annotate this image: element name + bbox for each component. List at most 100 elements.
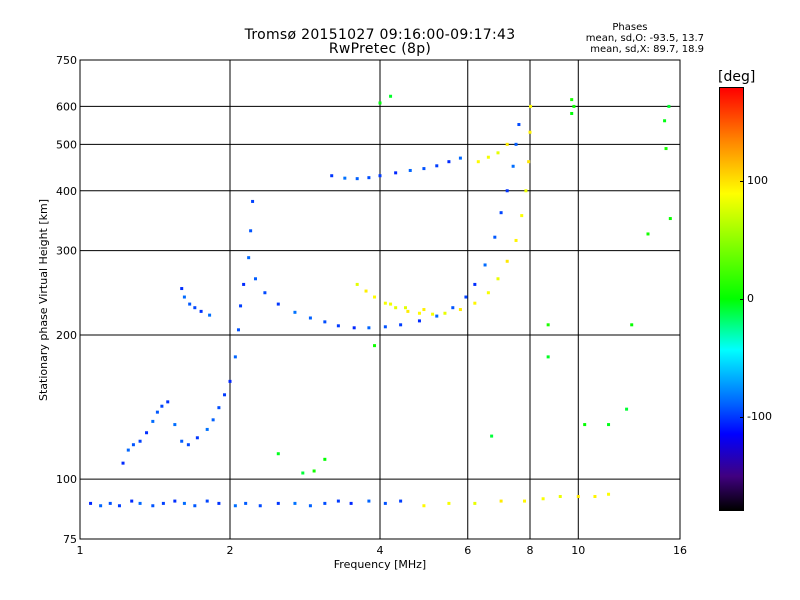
data-point: [151, 504, 155, 508]
data-point: [541, 497, 545, 501]
data-point: [258, 504, 262, 508]
data-point: [417, 319, 421, 323]
data-point: [367, 499, 371, 503]
x-tick-label: 16: [673, 544, 687, 557]
data-point: [528, 130, 532, 134]
data-point: [151, 419, 155, 423]
data-point: [458, 308, 462, 312]
data-point: [630, 323, 634, 327]
data-point: [217, 501, 221, 505]
data-point: [417, 311, 421, 315]
data-point: [576, 494, 580, 498]
data-point: [293, 310, 297, 314]
data-point: [558, 494, 562, 498]
data-point: [247, 256, 251, 260]
data-point: [208, 313, 212, 317]
data-point: [483, 263, 487, 267]
data-point: [233, 504, 237, 508]
colorbar-tick-mark: [740, 181, 744, 183]
x-tick-label: 6: [464, 544, 471, 557]
data-point: [546, 355, 550, 359]
y-axis-label: Stationary phase Virtual Height [km]: [37, 199, 50, 401]
data-point: [435, 314, 439, 318]
data-point: [523, 499, 527, 503]
data-point: [663, 119, 667, 123]
data-point: [180, 287, 184, 291]
data-point: [399, 323, 403, 327]
data-point: [422, 308, 426, 312]
data-point: [476, 160, 480, 164]
data-point: [131, 443, 135, 447]
data-point: [378, 101, 382, 105]
x-tick-label: 8: [527, 544, 534, 557]
data-point: [499, 211, 503, 215]
data-point: [373, 344, 377, 348]
data-point: [646, 232, 650, 236]
x-axis-label: Frequency [MHz]: [334, 558, 426, 571]
data-point: [155, 410, 159, 414]
data-point: [473, 501, 477, 505]
data-point: [211, 418, 215, 422]
y-tick-label: 75: [63, 533, 77, 546]
data-point: [505, 259, 509, 263]
phase-stats-x: mean, sd,X: 89.7, 18.9: [590, 44, 704, 55]
data-point: [182, 501, 186, 505]
colorbar-tick-mark: [740, 299, 744, 300]
data-point: [205, 427, 209, 431]
data-point: [383, 325, 387, 329]
data-point: [447, 501, 451, 505]
data-point: [399, 499, 403, 503]
data-point: [406, 309, 410, 313]
data-point: [217, 406, 221, 410]
data-point: [473, 282, 477, 286]
data-point: [490, 434, 494, 438]
data-point: [431, 312, 435, 316]
data-point: [251, 199, 255, 203]
data-point: [249, 229, 253, 233]
data-point: [276, 302, 280, 306]
data-point: [667, 104, 671, 108]
data-point: [493, 235, 497, 239]
colorbar-tick-label: -100: [747, 409, 772, 423]
x-tick-label: 1: [77, 544, 84, 557]
data-point: [186, 443, 190, 447]
data-point: [546, 323, 550, 327]
data-point: [160, 404, 164, 408]
data-point: [117, 504, 121, 508]
data-point: [473, 301, 477, 305]
data-point: [668, 217, 672, 221]
data-point: [166, 400, 170, 404]
data-point: [312, 469, 316, 473]
data-point: [378, 174, 382, 178]
plot-frame: [79, 59, 681, 540]
data-point: [505, 189, 509, 193]
data-point: [435, 164, 439, 168]
data-point: [253, 277, 257, 281]
data-point: [336, 499, 340, 503]
data-point: [276, 452, 280, 456]
phase-stats: Phases mean, sd,O: -93.5, 13.7 mean, sd,…: [586, 22, 704, 55]
data-points: [89, 94, 672, 508]
data-point: [355, 177, 359, 181]
data-point: [383, 301, 387, 305]
data-point: [447, 160, 451, 164]
y-axis-ticks: 75 100 200 300 400 500 600 750: [56, 54, 77, 546]
data-point: [394, 306, 398, 310]
data-point: [607, 492, 611, 496]
grid-lines: [80, 60, 680, 539]
data-point: [496, 277, 500, 281]
data-point: [173, 499, 177, 503]
data-point: [527, 160, 531, 164]
data-point: [199, 309, 203, 313]
data-point: [89, 501, 93, 505]
data-point: [505, 142, 509, 146]
data-point: [394, 171, 398, 175]
y-tick-label: 600: [56, 100, 77, 113]
data-point: [499, 499, 503, 503]
x-axis-ticks: 1 2 4 6 8 10 16: [77, 544, 688, 557]
data-point: [572, 104, 576, 108]
x-tick-label: 4: [377, 544, 384, 557]
data-point: [130, 499, 134, 503]
data-point: [570, 111, 574, 115]
y-tick-label: 400: [56, 185, 77, 198]
